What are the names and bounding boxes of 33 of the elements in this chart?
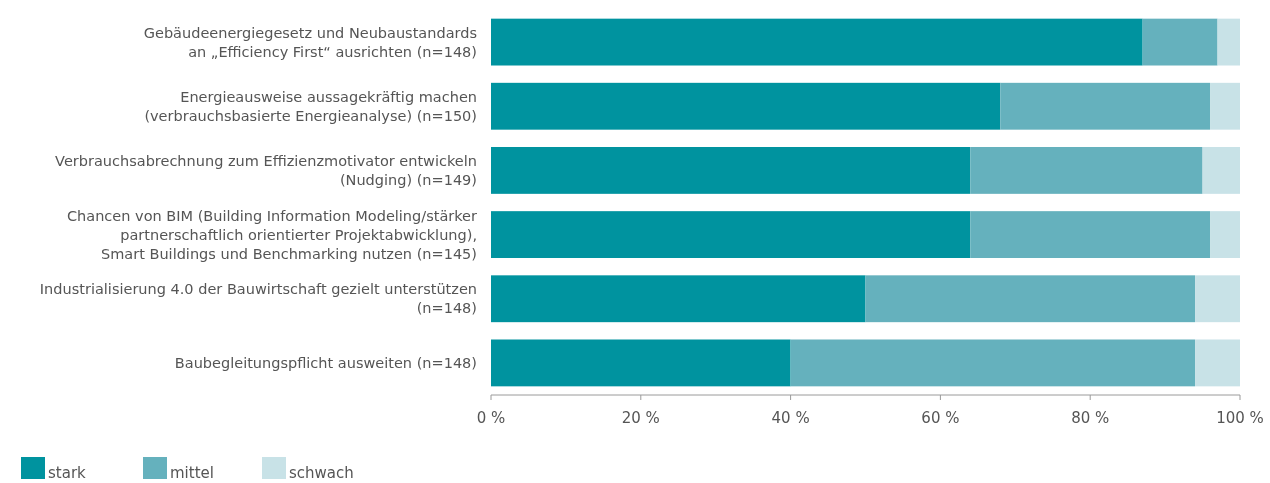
bar — [1202, 147, 1240, 194]
bar — [1210, 82, 1240, 130]
y-tick-label: Gebäudeenergiegesetz und Neubaustandards an „Efficiency First“ ausrichten (n=148) — [143, 24, 477, 60]
x-tick-label: 60 % — [921, 409, 960, 427]
bar — [491, 211, 971, 258]
x-tick-label: 80 % — [1071, 409, 1110, 427]
bar — [1000, 82, 1211, 130]
bar — [970, 211, 1211, 258]
legend-label: schwach — [289, 464, 354, 482]
x-tick-label: 20 % — [621, 409, 660, 427]
legend-label: stark — [48, 464, 87, 482]
bar — [790, 339, 1196, 387]
bar — [1217, 18, 1240, 66]
bar — [491, 18, 1143, 66]
x-tick-label: 0 % — [476, 409, 506, 427]
y-tick-label: Verbrauchsabrechnung zum Effizienzmotivator entwickeln (Nudging) (n=149) — [55, 152, 477, 188]
y-tick-label: Industrialisierung 4.0 der Bauwirtschaft gezielt unterstützen (n=148) — [39, 281, 477, 317]
y-tick-label: Baubegleitungspflicht ausweiten (n=148) — [174, 354, 477, 371]
bar — [1195, 339, 1240, 387]
bar — [491, 147, 971, 194]
bar — [865, 275, 1196, 323]
bar — [491, 275, 866, 323]
y-tick-label: Chancen von BIM (Building Information Modeling/stärker partnerschaftlich orientierter Projektabwicklung), Smart Buildings und Benchmarking nutzen (n=145) — [66, 207, 478, 262]
x-tick-label: 40 % — [771, 409, 810, 427]
bar — [1195, 275, 1240, 323]
bar — [1142, 18, 1218, 66]
legend-label: mittel — [170, 464, 214, 482]
bar — [970, 147, 1203, 194]
bar — [491, 82, 1001, 130]
y-tick-label: Energieausweise aussagekräftig machen (verbrauchsbasierte Energieanalyse) (n=150) — [144, 88, 477, 124]
x-tick-label: 100 % — [1216, 409, 1264, 427]
bar — [491, 339, 791, 387]
bar — [1210, 211, 1240, 258]
